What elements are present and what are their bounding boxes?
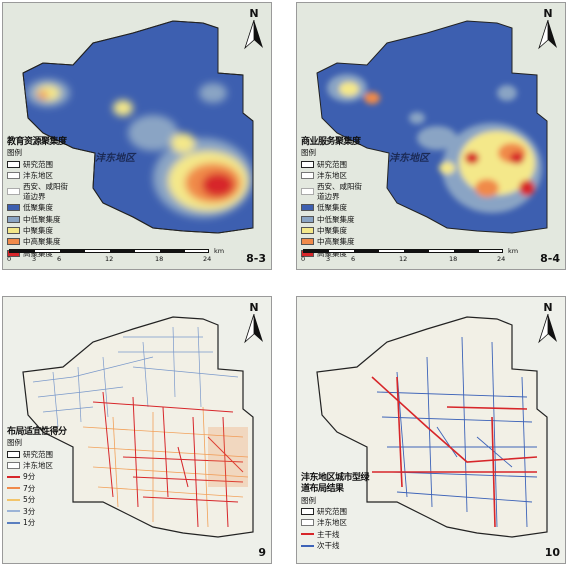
legend-caption: 图例 [7,148,22,158]
legend-row: 中聚集度 [301,226,365,235]
legend-title: 沣东地区城市型绿道布局结果 [301,473,370,495]
legend-title: 商业服务聚集度 [301,137,361,147]
figure-number: 9 [258,546,266,559]
legend: 教育资源聚集度 图例 研究范围 沣东地区 西安、咸阳街道边界 低聚集度 中低聚集… [7,137,71,258]
map-panel-suitability: 布局适宜性得分 图例 研究范围 沣东地区 9分 7分 5分 3分 1分 N 9 [2,296,272,564]
north-arrow-icon: N [243,301,265,348]
legend-title: 布局适宜性得分 [7,427,67,437]
legend-row: 中低聚集度 [301,215,365,224]
legend-row: 1分 [7,518,67,527]
legend-row: 中聚集度 [7,226,71,235]
legend-row: 研究范围 [301,507,377,516]
legend-title: 教育资源聚集度 [7,137,67,147]
legend-row: 低聚集度 [301,203,365,212]
map-panel-greenway: 沣东地区城市型绿道布局结果 图例 研究范围 沣东地区 主干线 次干线 N 10 [296,296,566,564]
legend-row: 7分 [7,484,67,493]
legend-row: 沣东地区 [301,171,365,180]
legend: 布局适宜性得分 图例 研究范围 沣东地区 9分 7分 5分 3分 1分 [7,427,67,527]
legend-row: 次干线 [301,541,377,550]
legend-row: 9分 [7,472,67,481]
legend-row: 研究范围 [7,160,71,169]
scale-bar: 0 3 6 12 18 24 km [301,247,519,263]
legend-caption: 图例 [7,438,22,448]
legend: 沣东地区城市型绿道布局结果 图例 研究范围 沣东地区 主干线 次干线 [301,473,377,550]
legend: 商业服务聚集度 图例 研究范围 沣东地区 西安、咸阳街道边界 低聚集度 中低聚集… [301,137,365,258]
legend-row: 研究范围 [301,160,365,169]
north-arrow-icon: N [537,301,559,348]
area-label: 沣东地区 [389,153,429,164]
legend-row: 中高聚集度 [7,237,71,246]
scale-bar: 0 3 6 12 18 24 km [7,247,225,263]
legend-row: 主干线 [301,530,377,539]
north-arrow-icon: N [537,7,559,54]
figure-number: 10 [544,546,560,559]
area-label: 沣东地区 [95,153,135,164]
legend-row: 西安、咸阳街道边界 [7,182,71,201]
legend-row: 3分 [7,507,67,516]
greenway-map-svg [297,297,565,563]
suitability-map-svg [3,297,271,563]
density-map-svg [297,3,565,269]
figure-number: 8-3 [246,252,266,265]
legend-caption: 图例 [301,495,316,505]
legend-row: 中低聚集度 [7,215,71,224]
legend-row: 沣东地区 [7,171,71,180]
legend-row: 低聚集度 [7,203,71,212]
map-panel-education: 沣东地区 教育资源聚集度 图例 研究范围 沣东地区 西安、咸阳街道边界 低聚集度… [2,2,272,270]
legend-row: 沣东地区 [7,461,67,470]
legend-caption: 图例 [301,148,316,158]
legend-row: 5分 [7,495,67,504]
legend-row: 研究范围 [7,450,67,459]
figure-number: 8-4 [540,252,560,265]
density-map-svg [3,3,271,269]
legend-row: 西安、咸阳街道边界 [301,182,365,201]
legend-row: 沣东地区 [301,518,377,527]
north-arrow-icon: N [243,7,265,54]
legend-row: 中高聚集度 [301,237,365,246]
map-panel-commerce: 沣东地区 商业服务聚集度 图例 研究范围 沣东地区 西安、咸阳街道边界 低聚集度… [296,2,566,270]
